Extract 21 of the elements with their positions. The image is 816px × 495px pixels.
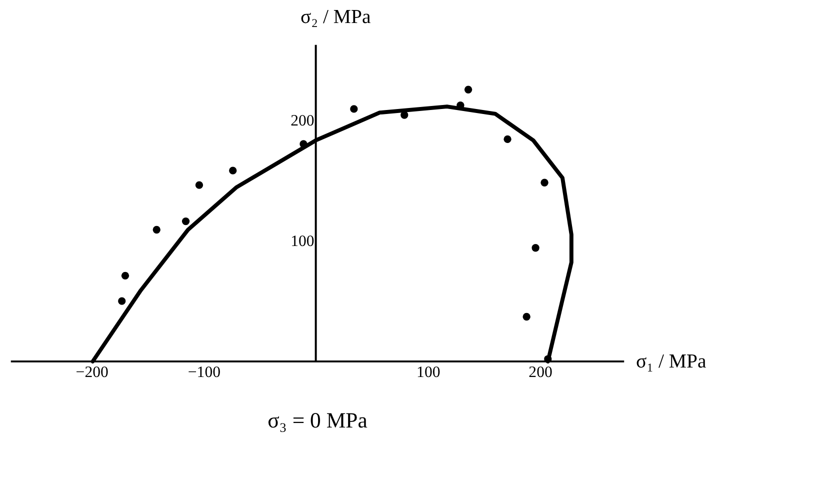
point bbox=[300, 140, 308, 148]
x-tick-label: −100 bbox=[188, 364, 221, 381]
text: σ₃ = 0 MPa bbox=[268, 408, 368, 433]
x-axis-title: σ₁ / MPa bbox=[636, 350, 706, 372]
y-axis-title: σ₂ / MPa bbox=[300, 6, 371, 28]
point bbox=[540, 178, 548, 186]
point bbox=[464, 86, 472, 94]
point bbox=[350, 105, 358, 113]
point bbox=[522, 312, 530, 321]
x-tick-label: 200 bbox=[528, 364, 552, 381]
x-tick-label: 100 bbox=[416, 364, 440, 381]
point bbox=[229, 166, 237, 174]
point bbox=[195, 181, 204, 189]
x-tick-label: −200 bbox=[76, 364, 109, 381]
point bbox=[121, 272, 130, 280]
point bbox=[118, 297, 126, 305]
point bbox=[152, 226, 160, 234]
point bbox=[400, 111, 408, 119]
point bbox=[182, 217, 190, 226]
point bbox=[504, 135, 512, 143]
point bbox=[532, 244, 540, 252]
